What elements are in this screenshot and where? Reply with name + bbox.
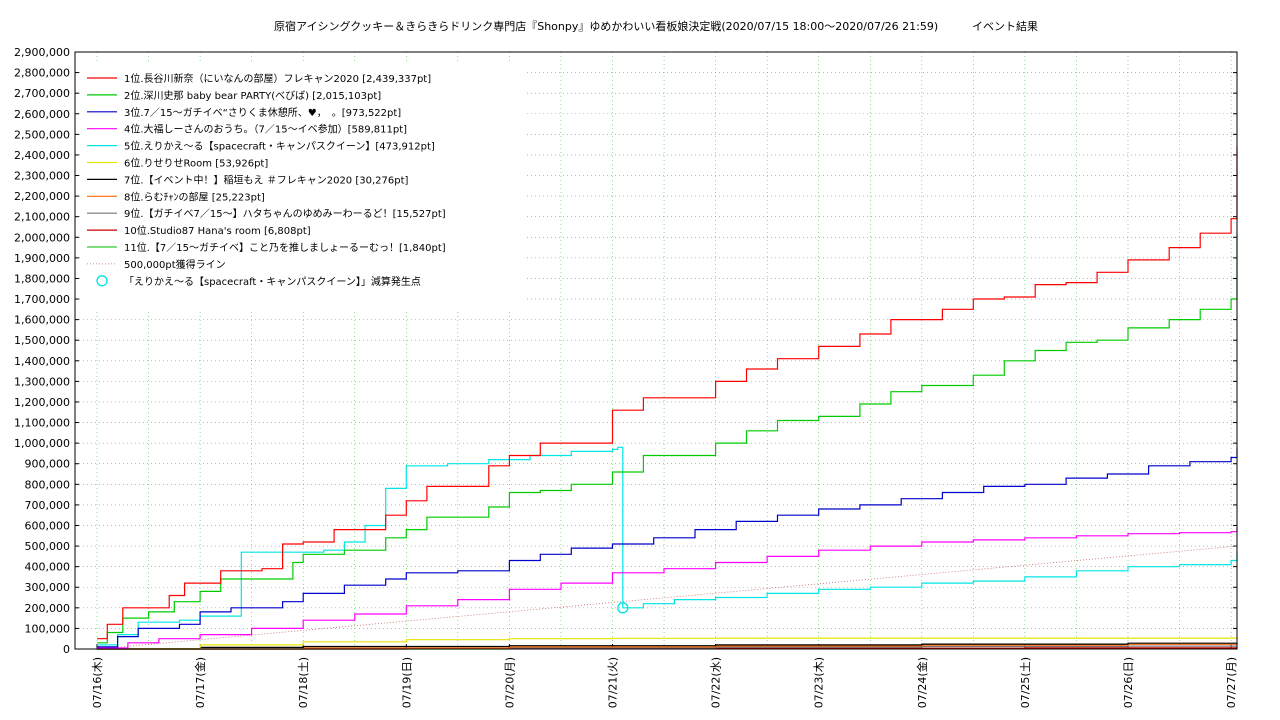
legend-label: 11位.【7／15～ガチイベ】こと乃を推しましょーるーむっ！[1,840pt] <box>124 241 446 254</box>
y-tick-label: 2,300,000 <box>14 170 70 183</box>
y-tick-label: 2,100,000 <box>14 211 70 224</box>
y-tick-label: 1,900,000 <box>14 252 70 265</box>
y-tick-label: 800,000 <box>25 478 71 491</box>
legend-label: 4位.大福しーさんのおうち。（7／15～イベ参加）[589,811pt] <box>124 123 407 136</box>
x-tick-label: 07/23(木) <box>813 657 826 708</box>
x-tick-label: 07/22(水) <box>710 657 723 708</box>
x-tick-label: 07/17(金) <box>193 657 207 708</box>
legend-label: 7位.【イベント中！】稲垣もえ ＃フレキャン2020 [30,276pt] <box>124 173 409 186</box>
x-tick-label: 07/26(日) <box>1122 657 1135 708</box>
legend-marker <box>96 275 108 287</box>
y-tick-label: 500,000 <box>25 540 71 553</box>
y-tick-label: 300,000 <box>25 581 71 594</box>
x-axis-ticks: 07/16(木) 07/17(金) 07/18(土) 07/19(日) 07/20(月)… <box>91 644 1238 708</box>
series-line <box>97 146 1238 640</box>
x-tick-label: 07/19(日) <box>400 657 413 708</box>
x-tick-label: 07/24(金) <box>915 657 929 708</box>
x-tick-label: 07/25(土) <box>1019 657 1032 708</box>
legend-label: 2位.深川史那 baby bear PARTY(べびば) [2,015,103p… <box>124 89 381 102</box>
series-line <box>97 234 1238 644</box>
y-tick-label: 600,000 <box>25 519 71 532</box>
series-line <box>97 642 1238 650</box>
y-tick-label: 2,600,000 <box>14 108 70 121</box>
y-tick-label: 1,300,000 <box>14 375 70 388</box>
reference-line-group <box>96 545 1238 650</box>
y-tick-label: 900,000 <box>25 458 71 471</box>
y-tick-label: 100,000 <box>25 622 71 635</box>
legend-label: 3位.7／15～ガチイベ“さりくま休憩所、♥， 。[973,522pt] <box>124 106 401 119</box>
x-tick-label: 07/27(月) <box>1225 657 1238 708</box>
y-tick-label: 1,200,000 <box>14 396 70 409</box>
legend: 1位.長谷川新奈（にいなんの部屋）フレキャン2020 [2,439,337pt]… <box>80 62 524 310</box>
markers-group <box>617 602 629 614</box>
legend-label: 「えりかえ～る【spacecraft・キャンパスクイーン】」減算発生点 <box>124 275 421 288</box>
y-tick-label: 0 <box>63 643 70 656</box>
legend-label: 6位.りせりせRoom [53,926pt] <box>124 157 268 170</box>
y-tick-label: 2,800,000 <box>14 67 70 80</box>
series-line <box>97 527 1238 649</box>
y-tick-label: 1,700,000 <box>14 293 70 306</box>
y-tick-label: 2,900,000 <box>14 46 70 59</box>
y-tick-label: 1,800,000 <box>14 272 70 285</box>
legend-label: 500,000pt獲得ライン <box>124 258 226 271</box>
legend-label: 8位.らむﾁｬﾝの部屋 [25,223pt] <box>124 190 265 203</box>
x-tick-label: 07/21(火) <box>607 657 620 708</box>
legend-box <box>80 62 524 310</box>
x-tick-label: 07/16(木) <box>91 657 104 708</box>
drop-marker <box>617 602 629 614</box>
y-tick-label: 1,000,000 <box>14 437 70 450</box>
legend-label: 10位.Studio87 Hana's room [6,808pt] <box>124 224 311 237</box>
chart-title: 原宿アイシングクッキー＆きらきらドリンク専門店『Shonpy』ゆめかわいい看板娘… <box>274 19 938 33</box>
legend-label: 5位.えりかえ～る【spacecraft・キャンパスクイーン】[473,912p… <box>124 140 435 153</box>
x-tick-label: 07/20(月) <box>503 657 516 708</box>
x-tick-label: 07/18(土) <box>297 657 310 708</box>
y-tick-label: 200,000 <box>25 602 71 615</box>
y-tick-label: 1,400,000 <box>14 355 70 368</box>
y-tick-label: 1,100,000 <box>14 417 70 430</box>
y-tick-label: 2,200,000 <box>14 190 70 203</box>
series-line <box>97 448 1238 648</box>
series-line <box>97 637 1238 650</box>
y-tick-label: 2,500,000 <box>14 128 70 141</box>
grid-lines <box>75 51 1237 650</box>
chart-subtitle: イベント結果 <box>972 19 1038 33</box>
y-tick-label: 400,000 <box>25 561 71 574</box>
y-tick-label: 2,400,000 <box>14 149 70 162</box>
legend-label: 9位.【ガチイベ7／15〜】ハタちゃんのゆめみーわーるど！[15,527pt] <box>124 207 446 220</box>
y-tick-label: 2,000,000 <box>14 231 70 244</box>
y-tick-label: 700,000 <box>25 499 71 512</box>
y-tick-label: 1,500,000 <box>14 334 70 347</box>
y-tick-label: 1,600,000 <box>14 314 70 327</box>
y-axis-ticks: 0 100,000 200,000 300,000 400,000 500,000 600,… <box>14 46 1237 656</box>
y-tick-label: 2,700,000 <box>14 87 70 100</box>
legend-label: 1位.長谷川新奈（にいなんの部屋）フレキャン2020 [2,439,337pt] <box>124 72 431 85</box>
plot-frame <box>74 51 1238 650</box>
reference-line <box>96 545 1238 650</box>
